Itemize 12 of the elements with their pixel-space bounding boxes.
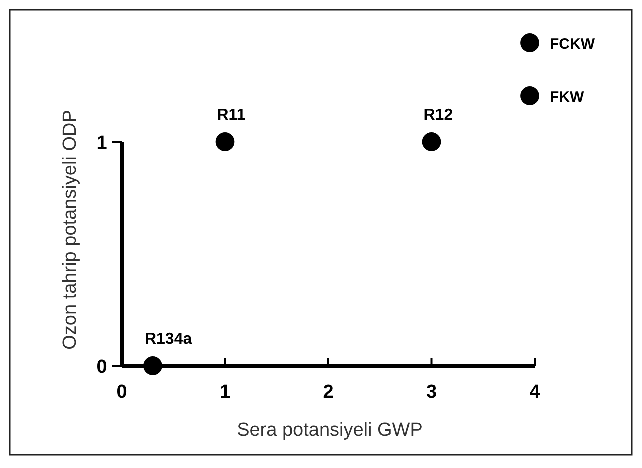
annotation: R11 <box>217 107 246 124</box>
x-tick-label: 0 <box>116 382 128 403</box>
x-tick-label: 2 <box>323 382 334 403</box>
legend-label: FCKW <box>550 36 596 53</box>
x-tick-label: 3 <box>426 382 438 403</box>
x-tick-label: 4 <box>530 382 541 403</box>
annotation: R134a <box>144 331 192 348</box>
y-axis-title: Ozon tahrip potansiyeli ODP <box>60 110 81 350</box>
x-tick-label: 1 <box>220 382 231 403</box>
legend-label: FKW <box>550 89 585 106</box>
x-axis-title: Sera potansiyeli GWP <box>237 420 423 441</box>
annotation: R12 <box>424 107 454 124</box>
